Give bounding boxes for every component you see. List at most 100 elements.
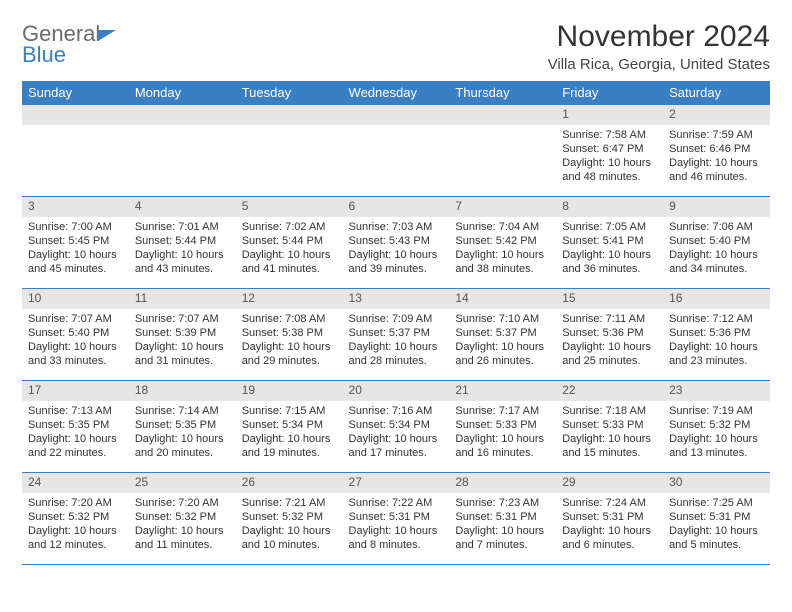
calendar-week: 24Sunrise: 7:20 AMSunset: 5:32 PMDayligh…	[22, 473, 770, 565]
day-number: 27	[343, 473, 450, 493]
calendar-cell	[343, 105, 450, 197]
calendar-table: Sunday Monday Tuesday Wednesday Thursday…	[22, 81, 770, 565]
calendar-cell: 9Sunrise: 7:06 AMSunset: 5:40 PMDaylight…	[663, 197, 770, 289]
day-details: Sunrise: 7:01 AMSunset: 5:44 PMDaylight:…	[129, 217, 236, 281]
day-details: Sunrise: 7:21 AMSunset: 5:32 PMDaylight:…	[236, 493, 343, 557]
calendar-cell: 27Sunrise: 7:22 AMSunset: 5:31 PMDayligh…	[343, 473, 450, 565]
page-title: November 2024	[548, 20, 770, 54]
day-number: 25	[129, 473, 236, 493]
daylight-text: Daylight: 10 hours and 26 minutes.	[455, 340, 550, 369]
sunset-text: Sunset: 5:36 PM	[562, 326, 657, 340]
sunrise-text: Sunrise: 7:10 AM	[455, 312, 550, 326]
day-number: 4	[129, 197, 236, 217]
day-number: 6	[343, 197, 450, 217]
day-number: 29	[556, 473, 663, 493]
daylight-text: Daylight: 10 hours and 38 minutes.	[455, 248, 550, 277]
sunset-text: Sunset: 5:37 PM	[455, 326, 550, 340]
calendar-week: 1Sunrise: 7:58 AMSunset: 6:47 PMDaylight…	[22, 105, 770, 197]
sunset-text: Sunset: 5:36 PM	[669, 326, 764, 340]
sunset-text: Sunset: 5:32 PM	[242, 510, 337, 524]
daylight-text: Daylight: 10 hours and 31 minutes.	[135, 340, 230, 369]
calendar-cell: 21Sunrise: 7:17 AMSunset: 5:33 PMDayligh…	[449, 381, 556, 473]
day-details: Sunrise: 7:59 AMSunset: 6:46 PMDaylight:…	[663, 125, 770, 189]
sunset-text: Sunset: 5:38 PM	[242, 326, 337, 340]
daylight-text: Daylight: 10 hours and 25 minutes.	[562, 340, 657, 369]
sunrise-text: Sunrise: 7:13 AM	[28, 404, 123, 418]
calendar-cell: 5Sunrise: 7:02 AMSunset: 5:44 PMDaylight…	[236, 197, 343, 289]
day-number: 13	[343, 289, 450, 309]
sunset-text: Sunset: 5:32 PM	[135, 510, 230, 524]
sunrise-text: Sunrise: 7:24 AM	[562, 496, 657, 510]
day-header: Monday	[129, 81, 236, 105]
calendar-cell: 20Sunrise: 7:16 AMSunset: 5:34 PMDayligh…	[343, 381, 450, 473]
sunrise-text: Sunrise: 7:15 AM	[242, 404, 337, 418]
sunset-text: Sunset: 5:35 PM	[135, 418, 230, 432]
day-number: 5	[236, 197, 343, 217]
day-details: Sunrise: 7:10 AMSunset: 5:37 PMDaylight:…	[449, 309, 556, 373]
day-number: 21	[449, 381, 556, 401]
sunrise-text: Sunrise: 7:04 AM	[455, 220, 550, 234]
sunset-text: Sunset: 5:44 PM	[135, 234, 230, 248]
daylight-text: Daylight: 10 hours and 11 minutes.	[135, 524, 230, 553]
daylight-text: Daylight: 10 hours and 23 minutes.	[669, 340, 764, 369]
daylight-text: Daylight: 10 hours and 20 minutes.	[135, 432, 230, 461]
day-number: 28	[449, 473, 556, 493]
day-details: Sunrise: 7:12 AMSunset: 5:36 PMDaylight:…	[663, 309, 770, 373]
sunset-text: Sunset: 5:34 PM	[349, 418, 444, 432]
day-details: Sunrise: 7:25 AMSunset: 5:31 PMDaylight:…	[663, 493, 770, 557]
daylight-text: Daylight: 10 hours and 17 minutes.	[349, 432, 444, 461]
calendar-body: 1Sunrise: 7:58 AMSunset: 6:47 PMDaylight…	[22, 105, 770, 565]
daylight-text: Daylight: 10 hours and 45 minutes.	[28, 248, 123, 277]
calendar-cell: 26Sunrise: 7:21 AMSunset: 5:32 PMDayligh…	[236, 473, 343, 565]
day-number: 22	[556, 381, 663, 401]
daylight-text: Daylight: 10 hours and 43 minutes.	[135, 248, 230, 277]
day-details: Sunrise: 7:24 AMSunset: 5:31 PMDaylight:…	[556, 493, 663, 557]
calendar-week: 17Sunrise: 7:13 AMSunset: 5:35 PMDayligh…	[22, 381, 770, 473]
sunset-text: Sunset: 5:40 PM	[669, 234, 764, 248]
day-details: Sunrise: 7:11 AMSunset: 5:36 PMDaylight:…	[556, 309, 663, 373]
day-number: 30	[663, 473, 770, 493]
sunset-text: Sunset: 5:41 PM	[562, 234, 657, 248]
calendar-cell: 6Sunrise: 7:03 AMSunset: 5:43 PMDaylight…	[343, 197, 450, 289]
sunset-text: Sunset: 5:35 PM	[28, 418, 123, 432]
day-details: Sunrise: 7:23 AMSunset: 5:31 PMDaylight:…	[449, 493, 556, 557]
sunrise-text: Sunrise: 7:07 AM	[135, 312, 230, 326]
page-subtitle: Villa Rica, Georgia, United States	[548, 56, 770, 73]
day-number: 19	[236, 381, 343, 401]
day-details: Sunrise: 7:16 AMSunset: 5:34 PMDaylight:…	[343, 401, 450, 465]
sunrise-text: Sunrise: 7:20 AM	[28, 496, 123, 510]
sunrise-text: Sunrise: 7:12 AM	[669, 312, 764, 326]
calendar-cell: 13Sunrise: 7:09 AMSunset: 5:37 PMDayligh…	[343, 289, 450, 381]
day-number: 11	[129, 289, 236, 309]
daylight-text: Daylight: 10 hours and 19 minutes.	[242, 432, 337, 461]
calendar-cell	[129, 105, 236, 197]
day-details: Sunrise: 7:20 AMSunset: 5:32 PMDaylight:…	[22, 493, 129, 557]
calendar-cell	[449, 105, 556, 197]
calendar-cell: 28Sunrise: 7:23 AMSunset: 5:31 PMDayligh…	[449, 473, 556, 565]
logo-word2: Blue	[22, 42, 66, 67]
sunrise-text: Sunrise: 7:14 AM	[135, 404, 230, 418]
sunset-text: Sunset: 5:43 PM	[349, 234, 444, 248]
day-number: 9	[663, 197, 770, 217]
calendar-cell: 14Sunrise: 7:10 AMSunset: 5:37 PMDayligh…	[449, 289, 556, 381]
sunset-text: Sunset: 5:33 PM	[562, 418, 657, 432]
sunrise-text: Sunrise: 7:21 AM	[242, 496, 337, 510]
sunrise-text: Sunrise: 7:01 AM	[135, 220, 230, 234]
calendar-cell	[236, 105, 343, 197]
daylight-text: Daylight: 10 hours and 46 minutes.	[669, 156, 764, 185]
calendar-cell: 24Sunrise: 7:20 AMSunset: 5:32 PMDayligh…	[22, 473, 129, 565]
sunrise-text: Sunrise: 7:20 AM	[135, 496, 230, 510]
sunrise-text: Sunrise: 7:11 AM	[562, 312, 657, 326]
calendar-cell: 15Sunrise: 7:11 AMSunset: 5:36 PMDayligh…	[556, 289, 663, 381]
day-details: Sunrise: 7:09 AMSunset: 5:37 PMDaylight:…	[343, 309, 450, 373]
calendar-cell: 18Sunrise: 7:14 AMSunset: 5:35 PMDayligh…	[129, 381, 236, 473]
sunset-text: Sunset: 6:47 PM	[562, 142, 657, 156]
sunset-text: Sunset: 5:31 PM	[455, 510, 550, 524]
day-header: Thursday	[449, 81, 556, 105]
calendar-cell: 1Sunrise: 7:58 AMSunset: 6:47 PMDaylight…	[556, 105, 663, 197]
day-details: Sunrise: 7:13 AMSunset: 5:35 PMDaylight:…	[22, 401, 129, 465]
day-number: 10	[22, 289, 129, 309]
sunrise-text: Sunrise: 7:00 AM	[28, 220, 123, 234]
sunrise-text: Sunrise: 7:07 AM	[28, 312, 123, 326]
sunrise-text: Sunrise: 7:02 AM	[242, 220, 337, 234]
